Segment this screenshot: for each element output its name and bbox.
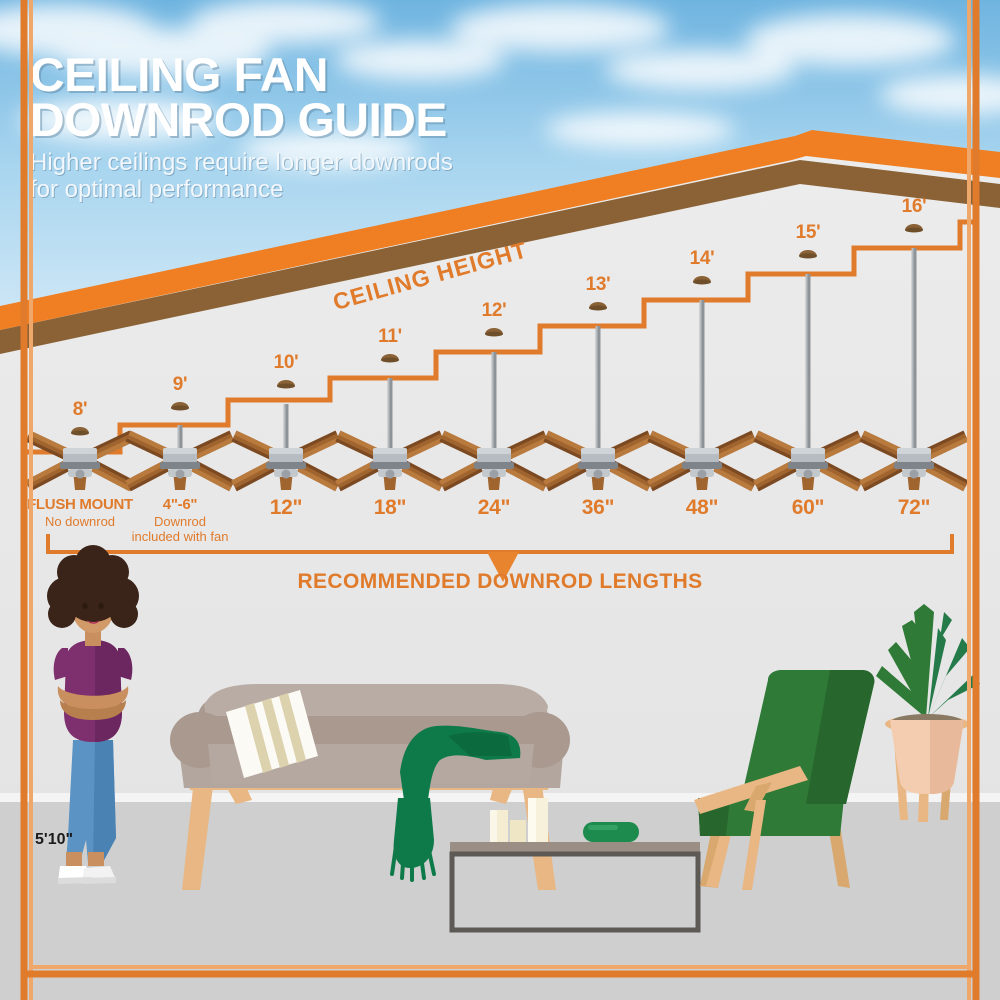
coffee-table [449,842,701,933]
striped-pillow [226,690,318,778]
ceiling-height-value-5: 12' [481,300,507,321]
ceiling-fan-9 [859,224,969,492]
downrod-length-7: 48" [685,496,719,519]
green-bowl [583,822,639,842]
subtitle-line-1: Higher ceilings require longer downrods [30,149,453,177]
downrod-length-9: 72" [897,496,931,519]
downrod-length-8: 60" [791,496,825,519]
ceiling-fan-5 [439,328,549,492]
page-title: CEILING FAN DOWNROD GUIDE Higher ceiling… [30,51,650,204]
green-lounge-chair [694,670,875,890]
ceiling-height-value-2: 9' [172,374,188,395]
ceiling-height-value-6: 13' [585,274,611,295]
ceiling-fan-8 [753,250,863,492]
ceiling-fan-2 [125,402,235,492]
downrod-length-4: 18" [373,496,407,519]
ceiling-height-value-9: 16' [901,196,927,217]
ceiling-fan-1 [25,427,135,492]
down-arrow-icon [487,552,519,582]
downrod-note-2: Downrod included with fan [110,514,250,544]
title-line-1: CEILING FAN [30,48,329,101]
woman-figure [47,545,139,884]
downrod-length-3: 12" [269,496,303,519]
downrod-length-1: FLUSH MOUNT [27,496,133,513]
downrod-note-line-1: No downrod [44,514,116,529]
ceiling-height-step-line [21,219,979,560]
ceiling-height-value-8: 15' [795,222,821,243]
downrod-note-1: No downrod [10,514,150,530]
title-line-2: DOWNROD GUIDE [30,93,447,147]
downrod-note-line-2: included with fan [131,528,229,544]
ceiling-height-value-1: 8' [72,399,88,420]
ceiling-height-value-4: 11' [378,326,402,347]
recommended-downrod-caption: RECOMMENDED DOWNROD LENGTHS [297,570,703,593]
ceiling-fan-4 [335,354,445,492]
sofa [170,684,570,890]
ceiling-height-value-7: 14' [689,248,715,269]
downrod-length-5: 24" [477,496,511,519]
downrod-note-line-1: Downrod [153,514,207,529]
green-throw-blanket [390,725,521,882]
candles [490,798,548,842]
ceiling-fan-7 [647,276,757,492]
ceiling-fan-6 [543,302,653,492]
subtitle-line-2: for optimal performance [30,176,284,204]
recommended-bracket [46,534,954,582]
ceiling-height-value-3: 10' [273,352,299,373]
person-height-label: 5'10" [35,831,74,848]
ceiling-fan-3 [231,380,341,492]
downrod-length-6: 36" [581,496,615,519]
potted-snake-plant [876,604,980,794]
downrod-length-2: 4"-6" [162,496,198,513]
